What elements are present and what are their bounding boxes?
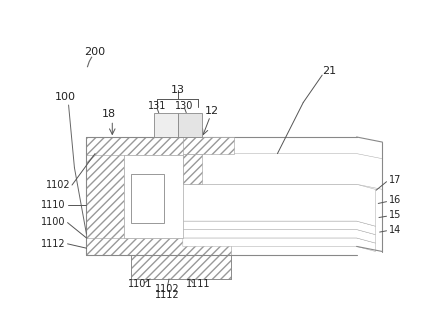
Text: 18: 18 (102, 109, 116, 119)
Text: 1112: 1112 (41, 239, 66, 249)
Text: 1100: 1100 (41, 217, 66, 227)
Text: 1111: 1111 (186, 280, 210, 290)
Text: 1110: 1110 (41, 201, 66, 210)
Polygon shape (87, 137, 231, 155)
Polygon shape (183, 221, 376, 235)
Polygon shape (178, 113, 202, 137)
Text: 16: 16 (388, 195, 401, 206)
Polygon shape (183, 238, 376, 252)
Polygon shape (183, 154, 202, 184)
Text: 15: 15 (388, 210, 401, 220)
Polygon shape (183, 184, 376, 226)
Polygon shape (131, 255, 231, 279)
Text: 1102: 1102 (46, 180, 71, 190)
Polygon shape (183, 229, 376, 243)
Polygon shape (87, 238, 231, 255)
Polygon shape (87, 137, 124, 255)
Polygon shape (124, 155, 183, 238)
Polygon shape (131, 174, 164, 223)
Text: 1101: 1101 (127, 280, 152, 290)
Text: 200: 200 (84, 47, 106, 57)
Text: 130: 130 (175, 101, 194, 111)
Text: 14: 14 (388, 224, 401, 234)
Text: 21: 21 (322, 66, 336, 76)
Text: 17: 17 (388, 175, 401, 185)
Text: 13: 13 (170, 85, 185, 96)
Text: 1102: 1102 (155, 284, 180, 294)
Text: 12: 12 (205, 106, 219, 116)
Polygon shape (202, 154, 382, 189)
Text: 100: 100 (55, 92, 75, 102)
Polygon shape (183, 137, 234, 154)
Text: 131: 131 (148, 101, 166, 111)
Text: 1112: 1112 (155, 290, 180, 300)
Polygon shape (154, 113, 178, 137)
